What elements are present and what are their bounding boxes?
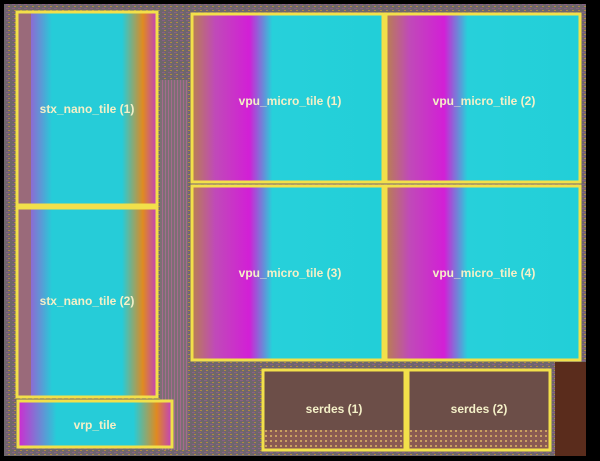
tile-label: vrp_tile [74, 418, 117, 432]
tile-label: serdes (2) [451, 402, 508, 416]
tile-label: stx_nano_tile (1) [40, 102, 135, 116]
tile-frame [15, 206, 159, 399]
tile-edge [17, 208, 31, 397]
tile-label: serdes (1) [306, 402, 363, 416]
tile-label: vpu_micro_tile (2) [433, 94, 536, 108]
tile-fill [192, 186, 383, 360]
tile-label: vpu_micro_tile (3) [239, 266, 342, 280]
channel [160, 80, 188, 450]
tile-pads [408, 430, 550, 450]
tile-fill [386, 14, 580, 182]
tile-edge [17, 12, 31, 205]
tile-frame [190, 184, 385, 362]
tile-pads [263, 430, 405, 450]
tile-fill [17, 12, 157, 205]
tile-fill [192, 14, 383, 182]
tile-frame [406, 368, 552, 452]
tile-frame [190, 12, 385, 184]
tile-frame [384, 12, 582, 184]
tile-frame [384, 184, 582, 362]
tile-label: vpu_micro_tile (1) [239, 94, 342, 108]
tile-label: stx_nano_tile (2) [40, 294, 135, 308]
corner-region [555, 362, 586, 456]
tile-label: vpu_micro_tile (4) [433, 266, 536, 280]
tile-fill [17, 208, 157, 397]
tile-frame [16, 399, 174, 449]
tile-fill [18, 401, 172, 447]
tile-fill [386, 186, 580, 360]
tile-frame [261, 368, 407, 452]
tile-frame [15, 10, 159, 207]
